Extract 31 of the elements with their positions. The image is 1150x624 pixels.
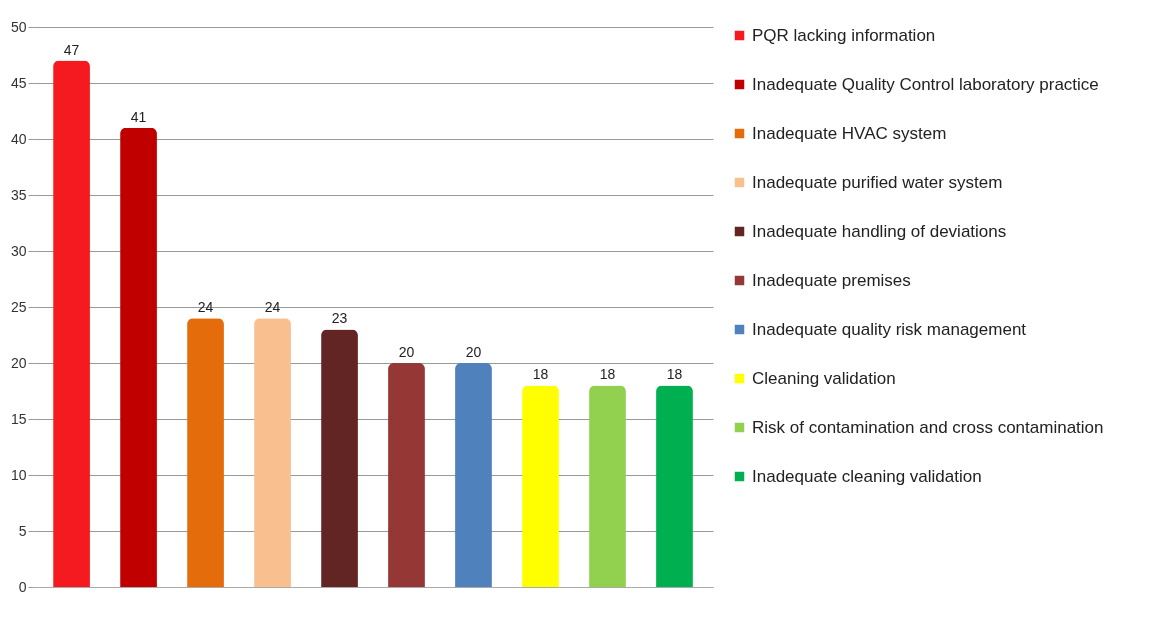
y-tick-label: 0: [18, 578, 27, 595]
legend-label: Inadequate quality risk management: [752, 319, 1027, 339]
data-label: 24: [197, 299, 214, 316]
legend-label: PQR lacking information: [752, 25, 936, 45]
legend-label: Risk of contamination and cross contamination: [752, 417, 1104, 437]
y-tick-label: 5: [18, 522, 27, 539]
data-label: 47: [63, 41, 80, 58]
y-tick-label: 45: [10, 74, 27, 91]
data-label: 23: [331, 310, 348, 327]
legend-label: Inadequate purified water system: [752, 172, 1003, 192]
y-tick-label: 30: [10, 242, 27, 259]
y-tick-label: 20: [10, 354, 27, 371]
y-tick-label: 15: [10, 410, 27, 427]
y-tick-label: 25: [10, 298, 27, 315]
data-label: 18: [666, 366, 683, 383]
legend-label: Inadequate premises: [752, 270, 911, 290]
legend-label: Inadequate cleaning validation: [752, 466, 982, 486]
y-tick-label: 10: [10, 466, 27, 483]
legend-label: Inadequate HVAC system: [752, 123, 947, 143]
data-label: 41: [130, 108, 147, 125]
data-label: 20: [465, 344, 482, 360]
y-tick-label: 35: [10, 186, 27, 203]
data-label: 24: [264, 299, 281, 316]
legend-label: Inadequate handling of deviations: [752, 221, 1007, 241]
y-tick-label: 50: [10, 18, 27, 35]
data-label: 18: [599, 366, 616, 383]
data-label: 20: [398, 344, 415, 360]
y-tick-label: 40: [10, 130, 27, 147]
data-label: 18: [532, 366, 549, 383]
legend-label: Inadequate Quality Control laboratory practice: [752, 74, 1099, 94]
legend-label: Cleaning validation: [752, 368, 896, 388]
